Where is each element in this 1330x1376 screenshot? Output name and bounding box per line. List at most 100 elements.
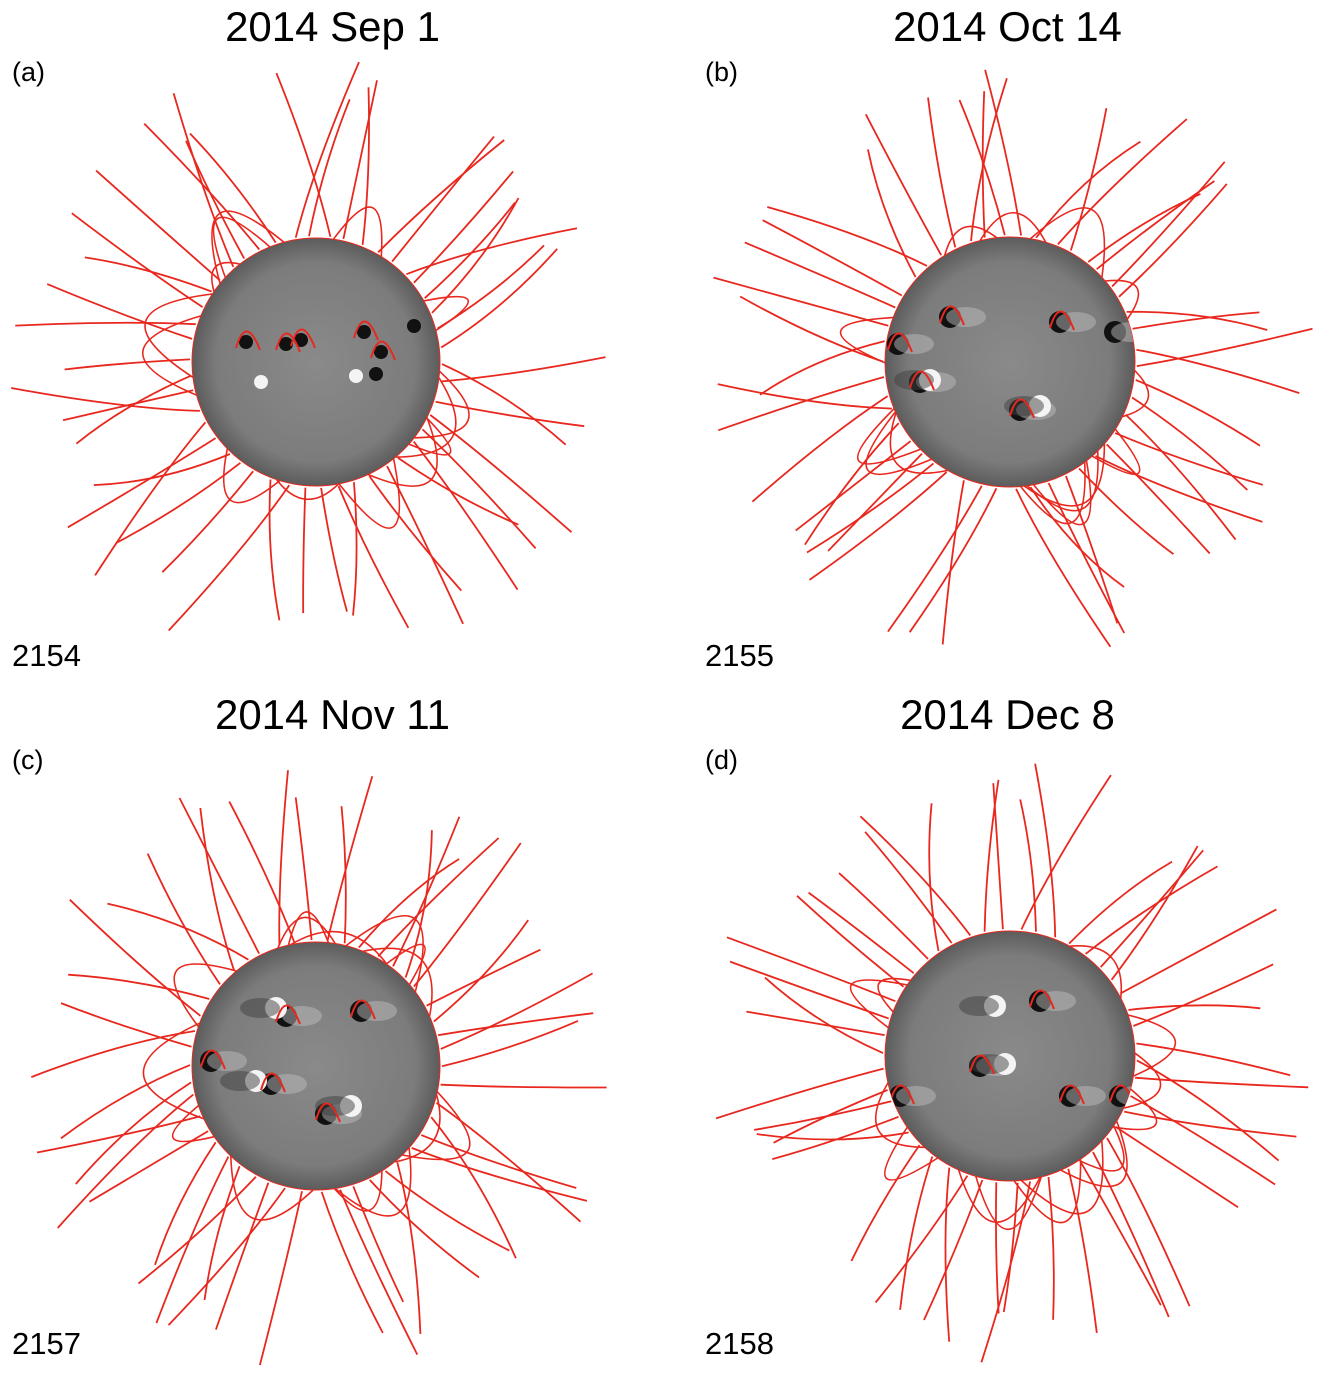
- open-field-line: [944, 1167, 951, 1342]
- open-field-line: [753, 1100, 892, 1131]
- open-field-line: [440, 248, 558, 349]
- open-field-line: [796, 895, 905, 988]
- open-field-line: [850, 1144, 921, 1262]
- negative-polarity-spot: [239, 335, 253, 349]
- open-field-line: [1078, 467, 1175, 555]
- open-field-line: [75, 1081, 192, 1185]
- closed-field-loop: [979, 212, 1047, 243]
- closed-field-loop: [333, 1170, 383, 1212]
- open-field-line: [426, 948, 541, 1007]
- open-field-line: [302, 487, 307, 614]
- open-field-line: [744, 241, 896, 309]
- active-region-loop: [350, 999, 376, 1020]
- open-field-line: [715, 1067, 884, 1120]
- open-field-line: [68, 973, 210, 1000]
- open-field-line: [178, 797, 260, 955]
- active-region-loop: [260, 1072, 286, 1093]
- closed-field-loop: [142, 1022, 205, 1120]
- open-field-line: [984, 69, 1022, 236]
- panel-title: 2014 Sep 1: [225, 3, 440, 50]
- open-field-line: [339, 1189, 419, 1356]
- open-field-line: [1100, 849, 1204, 968]
- active-region-loop: [1009, 398, 1035, 419]
- polarity-halo: [1004, 396, 1044, 416]
- open-field-line: [729, 960, 889, 1020]
- polarity-halo: [1056, 312, 1096, 332]
- open-field-line: [958, 99, 1006, 236]
- open-field-line: [1120, 908, 1277, 995]
- open-field-line: [199, 807, 235, 971]
- open-field-line: [294, 61, 360, 238]
- open-field-line: [185, 140, 245, 259]
- open-field-line: [413, 842, 522, 988]
- open-field-line: [424, 202, 516, 299]
- closed-field-loop: [1123, 1052, 1162, 1109]
- polarity-halo: [282, 1006, 322, 1026]
- open-field-line: [1115, 1125, 1239, 1209]
- open-field-line: [1034, 763, 1057, 938]
- open-field-line: [203, 1165, 241, 1301]
- open-field-line: [15, 321, 196, 327]
- open-field-line: [1118, 183, 1228, 298]
- open-field-line: [1114, 432, 1264, 486]
- open-field-line: [1136, 348, 1300, 394]
- open-field-line: [1106, 443, 1211, 555]
- active-region-loop: [939, 305, 965, 326]
- open-field-line: [995, 1182, 1000, 1314]
- open-field-line: [1079, 1161, 1162, 1306]
- open-field-line: [384, 1170, 510, 1252]
- panel-title: 2014 Dec 8: [900, 691, 1115, 738]
- open-field-line: [62, 389, 194, 422]
- negative-polarity-spot: [279, 337, 293, 351]
- active-region-loop: [1049, 310, 1075, 331]
- closed-field-loop: [290, 930, 388, 965]
- open-field-line: [1110, 845, 1199, 981]
- closed-field-loop: [1026, 450, 1099, 512]
- active-region-loop: [370, 340, 396, 361]
- closed-field-loop: [423, 295, 469, 332]
- open-field-line: [983, 779, 1000, 932]
- open-field-line: [167, 1187, 286, 1326]
- open-field-line: [1128, 1004, 1261, 1011]
- closed-field-loop: [171, 1104, 215, 1143]
- closed-field-loop: [144, 293, 213, 378]
- solar-disk: [884, 236, 1136, 488]
- open-field-line: [94, 421, 207, 576]
- closed-field-loop: [173, 963, 237, 1028]
- open-field-line: [64, 358, 191, 371]
- open-field-line: [430, 1116, 517, 1259]
- open-field-line: [337, 485, 410, 629]
- closed-field-loop: [975, 1175, 1042, 1231]
- open-field-line: [438, 1012, 594, 1037]
- closed-field-loop: [856, 408, 921, 465]
- active-region-loop: [235, 330, 261, 351]
- closed-field-loop: [362, 947, 433, 1017]
- open-field-line: [435, 1102, 582, 1223]
- open-field-line: [172, 93, 235, 268]
- open-field-line: [899, 1156, 934, 1310]
- open-field-line: [923, 1179, 984, 1321]
- open-field-line: [154, 1141, 217, 1266]
- open-field-line: [980, 1181, 1031, 1363]
- closed-field-loop: [1029, 207, 1106, 278]
- open-field-line: [1019, 799, 1037, 932]
- open-field-line: [762, 219, 903, 297]
- open-field-line: [764, 976, 884, 1054]
- open-field-line: [71, 212, 204, 308]
- field-map-b: [713, 69, 1313, 648]
- closed-field-loop: [402, 1091, 471, 1161]
- open-field-line: [440, 356, 606, 383]
- open-field-line: [146, 853, 221, 985]
- positive-polarity-spot: [349, 369, 363, 383]
- open-field-line: [992, 783, 1004, 930]
- closed-field-loop: [287, 911, 330, 946]
- open-field-line: [1111, 161, 1226, 288]
- open-field-line: [1136, 1042, 1291, 1077]
- closed-field-loop: [394, 1094, 441, 1163]
- open-field-line: [1133, 963, 1274, 1027]
- field-map-d: [715, 763, 1309, 1363]
- closed-field-loop: [212, 216, 271, 278]
- polarity-halo: [959, 996, 999, 1016]
- open-field-line: [168, 484, 291, 632]
- open-field-line: [1015, 488, 1112, 648]
